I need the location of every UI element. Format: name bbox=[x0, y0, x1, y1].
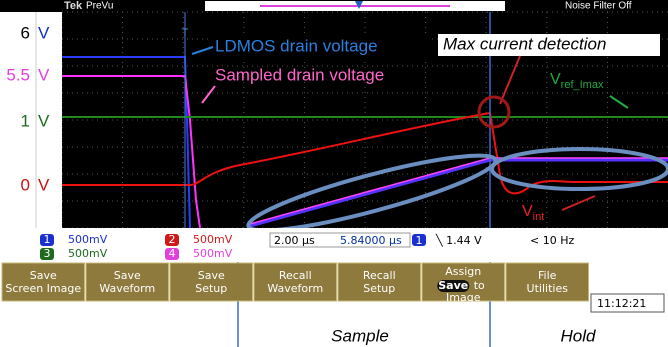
level-unit: V bbox=[38, 23, 50, 42]
brand: Tek bbox=[64, 0, 83, 12]
timebase-scale: 2.00 µs bbox=[274, 234, 315, 247]
level-value: 1 bbox=[21, 111, 30, 130]
mode: PreVu bbox=[86, 1, 113, 12]
sample-label: Sample bbox=[331, 326, 389, 345]
menu-text: Save bbox=[30, 269, 57, 282]
sampled-label: Sampled drain voltage bbox=[215, 65, 384, 84]
level-unit: V bbox=[38, 111, 50, 130]
channel-scale: 500mV bbox=[193, 247, 233, 260]
level-unit: V bbox=[38, 175, 50, 194]
menu-text: File bbox=[538, 269, 557, 282]
trigger-level: ╲ 1.44 V bbox=[435, 233, 482, 247]
trigger-level-value: 1.44 V bbox=[446, 234, 482, 247]
vint-sub: int bbox=[533, 211, 545, 223]
trigger-channel: 1 bbox=[416, 234, 423, 247]
channel-number: 4 bbox=[169, 247, 176, 260]
vint-main: V bbox=[522, 203, 533, 220]
menu-text: Waveform bbox=[99, 282, 155, 295]
vref-sub: ref_Imax bbox=[561, 79, 604, 91]
menu-text: Save bbox=[198, 269, 225, 282]
level-value: 6 bbox=[21, 23, 30, 42]
menu-text: Assign bbox=[445, 265, 481, 278]
menu-text: Image bbox=[446, 291, 481, 304]
menu-text: Screen Image bbox=[5, 282, 81, 295]
trigger-marker: T bbox=[182, 27, 189, 39]
vref-main: V bbox=[550, 71, 561, 88]
channel-scale: 500mV bbox=[68, 233, 108, 246]
level-value: 5.5 bbox=[6, 65, 30, 84]
menu-text: Setup bbox=[195, 282, 227, 295]
menu-text: Save bbox=[114, 269, 141, 282]
menu-text: Setup bbox=[363, 282, 395, 295]
frequency: < 10 Hz bbox=[530, 234, 574, 247]
channel-number: 3 bbox=[44, 247, 51, 260]
noise-filter: Noise Filter Off bbox=[565, 1, 632, 12]
menu-text: Recall bbox=[279, 269, 312, 282]
channel-scale: 500mV bbox=[68, 247, 108, 260]
channel-scale: 500mV bbox=[193, 233, 233, 246]
level-unit: V bbox=[38, 65, 50, 84]
channel-number: 1 bbox=[44, 233, 51, 246]
channel-number: 2 bbox=[169, 233, 176, 246]
menu-text: Recall bbox=[363, 269, 396, 282]
hold-label: Hold bbox=[561, 326, 597, 345]
ldmos-label: LDMOS drain voltage bbox=[215, 36, 378, 55]
clock: 11:12:21 bbox=[597, 297, 646, 310]
max-current-label: Max current detection bbox=[443, 34, 606, 53]
timebase-position: 5.84000 µs bbox=[340, 234, 402, 247]
oscilloscope-figure: Tek PreVu Noise Filter Off T 6 V 5.5 V 1… bbox=[0, 0, 668, 347]
menu-text: Waveform bbox=[267, 282, 323, 295]
level-value: 0 bbox=[21, 175, 30, 194]
level-panel bbox=[0, 12, 62, 228]
menu-text: Utilities bbox=[527, 282, 569, 295]
